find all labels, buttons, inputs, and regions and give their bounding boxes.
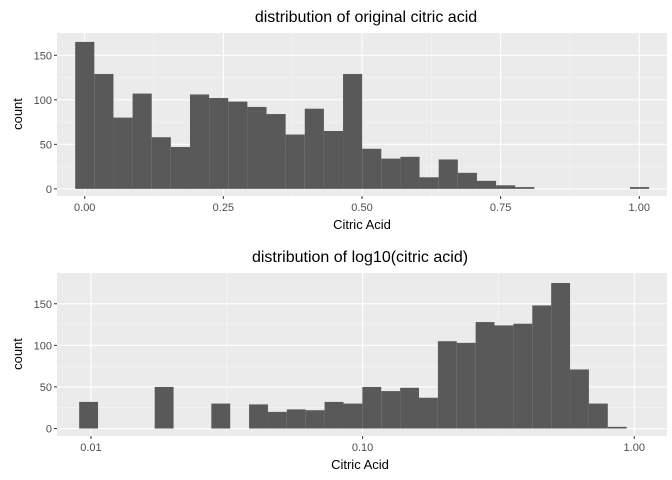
histogram-bar — [496, 185, 516, 189]
histogram-bar — [228, 101, 248, 189]
histogram-bar — [419, 397, 438, 429]
chart-1-x-axis: 0.00 0.25 0.50 0.75 1.00 — [74, 196, 650, 214]
histogram-bar — [113, 117, 133, 189]
y-tick-label: 150 — [34, 299, 52, 311]
x-tick-label: 0.00 — [74, 202, 95, 214]
x-tick-label: 0.10 — [352, 442, 373, 454]
histogram-bar — [267, 411, 287, 429]
histogram-bar — [588, 403, 608, 429]
histogram-bar — [305, 410, 325, 429]
histogram-bar — [400, 387, 420, 429]
x-tick-label: 0.75 — [490, 202, 511, 214]
histogram-bar — [400, 156, 420, 189]
y-tick-label: 50 — [40, 139, 52, 151]
histogram-bar — [79, 401, 99, 429]
histogram-bar — [209, 98, 229, 189]
histogram-bar — [170, 147, 190, 189]
histogram-bar — [304, 108, 324, 189]
histogram-bar — [381, 158, 401, 189]
chart-1-y-axis: 0 50 100 150 — [34, 50, 57, 196]
histogram-bar — [476, 180, 497, 189]
chart-1-y-label: count — [10, 98, 25, 130]
chart-1-title: distribution of original citric acid — [255, 9, 477, 26]
chart-2-y-label: count — [10, 338, 25, 370]
y-tick-label: 0 — [46, 424, 52, 436]
chart-2-title: distribution of log10(citric acid) — [252, 249, 468, 266]
y-tick-label: 150 — [34, 50, 52, 62]
histogram-bar — [362, 386, 382, 429]
histogram-bar — [475, 322, 495, 429]
histogram-bar — [515, 187, 535, 189]
x-tick-label: 0.25 — [213, 202, 234, 214]
histogram-bar — [154, 386, 174, 429]
chart-2-x-axis: 0.01 0.10 1.00 — [80, 436, 645, 454]
chart-2: distribution of log10(citric acid) 0.01 0… — [10, 249, 667, 472]
histogram-bar — [324, 401, 344, 429]
histogram-bar — [285, 134, 305, 189]
histogram-bar — [189, 94, 210, 189]
y-tick-label: 0 — [46, 184, 52, 196]
histogram-bar — [211, 403, 231, 429]
x-tick-label: 1.00 — [624, 442, 645, 454]
histogram-bar — [323, 130, 344, 189]
histogram-bar — [94, 73, 114, 189]
y-tick-label: 50 — [40, 382, 52, 394]
histogram-bar — [75, 41, 95, 189]
histogram-bar — [438, 159, 458, 189]
histogram-bar — [381, 391, 401, 429]
histogram-bar — [247, 106, 267, 189]
histogram-bar — [513, 323, 533, 429]
y-tick-label: 100 — [34, 95, 52, 107]
histogram-bar — [249, 404, 268, 429]
histogram-bar — [286, 409, 306, 429]
histogram-bar — [362, 148, 382, 189]
histogram-bar — [532, 305, 552, 429]
histogram-bar — [551, 282, 571, 429]
chart-1-bars — [75, 41, 650, 189]
x-tick-label: 0.50 — [351, 202, 372, 214]
histogram-bar — [343, 73, 363, 189]
histogram-bar — [419, 177, 439, 189]
chart-1: distribution of original citric acid 0.0… — [10, 9, 667, 232]
chart-2-x-label: Citric Acid — [331, 457, 389, 472]
x-tick-label: 0.01 — [80, 442, 101, 454]
histogram-bar — [607, 426, 627, 429]
histogram-bar — [343, 403, 363, 429]
chart-2-y-axis: 0 50 100 150 — [34, 299, 57, 436]
chart-2-bars — [79, 282, 627, 429]
chart-1-x-label: Citric Acid — [333, 217, 391, 232]
histogram-bar — [630, 187, 650, 189]
histogram-bar — [151, 137, 171, 189]
x-tick-label: 1.00 — [629, 202, 650, 214]
histogram-bar — [132, 93, 152, 189]
histogram-bar — [457, 172, 477, 189]
histogram-bar — [456, 342, 476, 429]
y-tick-label: 100 — [34, 340, 52, 352]
histogram-bar — [266, 114, 286, 189]
histogram-bar — [494, 325, 514, 429]
histogram-bar — [437, 341, 457, 429]
histogram-bar — [570, 369, 589, 429]
